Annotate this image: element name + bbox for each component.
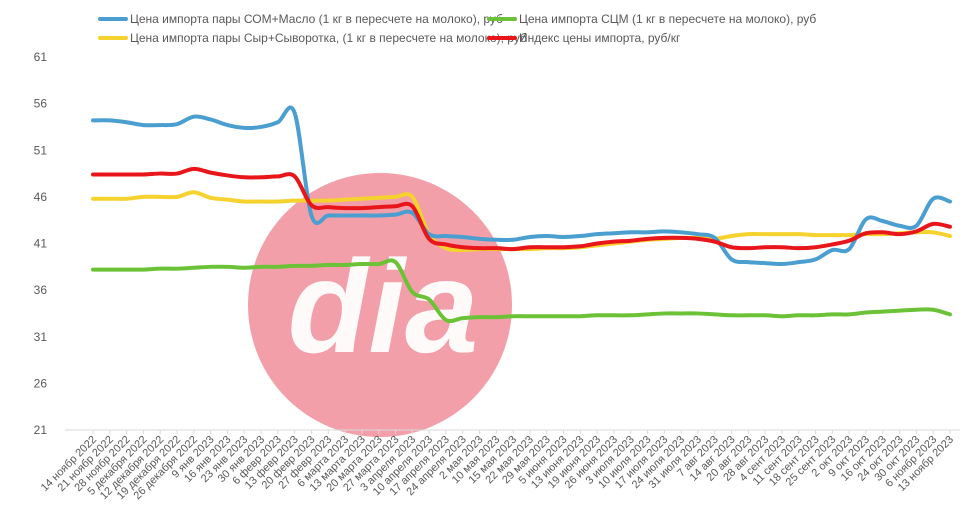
series-line-1 — [91, 258, 952, 324]
legend-label-3: Индекс цены импорта, руб/кг — [519, 31, 681, 45]
chart-legend: Цена импорта пары СОМ+Масло (1 кг в пере… — [98, 12, 816, 45]
y-tick-label: 61 — [34, 50, 48, 64]
watermark-circle — [248, 173, 512, 437]
legend-label-2: Цена импорта пары Сыр+Сыворотка, (1 кг в… — [130, 31, 527, 45]
y-tick-label: 26 — [34, 376, 48, 390]
y-tick-label: 56 — [34, 97, 48, 111]
y-tick-label: 31 — [34, 330, 48, 344]
watermark-text: dia — [288, 233, 479, 380]
y-axis: 21 26 31 36 41 46 51 56 61 — [34, 50, 48, 437]
dia-logo-watermark: dia — [248, 173, 512, 437]
series-line-3 — [91, 166, 952, 252]
y-tick-label: 46 — [34, 190, 48, 204]
y-tick-label: 21 — [34, 423, 48, 437]
legend-label-1: Цена импорта СЦМ (1 кг в пересчете на мо… — [519, 12, 816, 26]
y-tick-label: 51 — [34, 143, 48, 157]
y-tick-label: 36 — [34, 283, 48, 297]
y-tick-label: 41 — [34, 237, 48, 251]
series-layer — [91, 105, 952, 324]
series-line-0 — [91, 105, 952, 267]
legend-label-0: Цена импорта пары СОМ+Масло (1 кг в пере… — [130, 12, 503, 26]
